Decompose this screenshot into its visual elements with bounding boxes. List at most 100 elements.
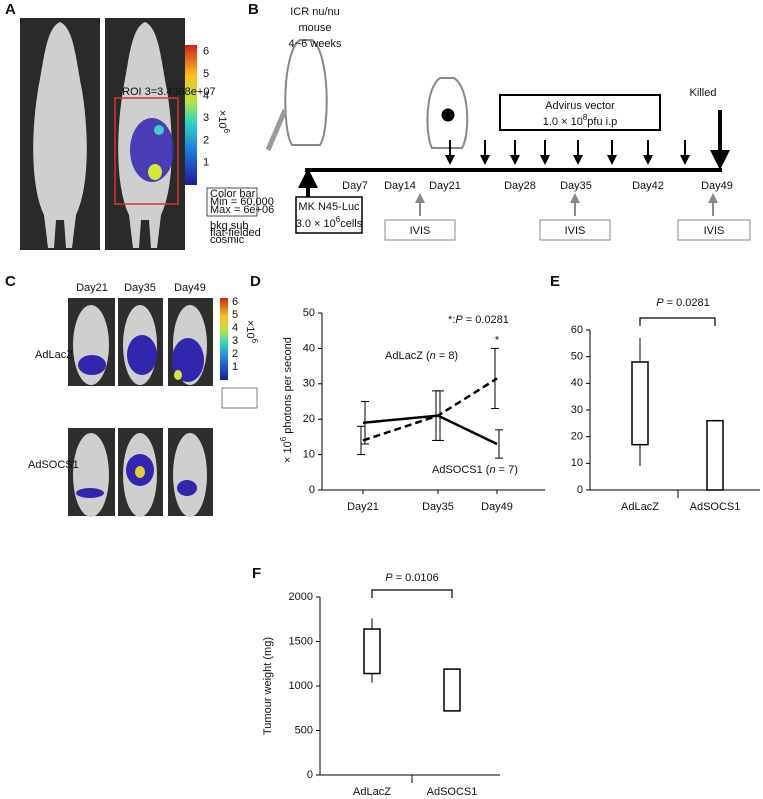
day-label: Day35 [124,282,156,294]
day-label: Day42 [632,180,664,192]
colorbar-tick-label: 3 [232,335,238,347]
mouse-image [20,18,258,250]
text-part: 6 [250,339,259,344]
colorbar-box-text: Min = 60,000 [210,196,274,208]
colorbar-tick-label: 2 [232,348,238,360]
colorbar-tick-label: 5 [203,68,209,80]
y-tick-label: 50 [303,307,315,319]
panel-label: D [250,273,261,290]
y-tick-label: 30 [303,378,315,390]
y-tick-label: 20 [303,413,315,425]
y-tick-label: 10 [303,449,315,461]
significance-bracket [371,589,453,598]
y-tick-label: 40 [303,342,315,354]
colorbar-tick-label: 4 [203,90,209,102]
colorbar-tick-label: 6 [203,46,209,58]
day-label: Day21 [76,282,108,294]
colorbar-tick-label: 1 [203,157,209,169]
text-part: pfu i.p [587,116,617,128]
note: cosmic [210,234,245,246]
significance-bracket [639,317,716,326]
x-tick-label: Day49 [481,501,513,513]
text-part: × 10 [282,441,294,463]
roi-label: ROI 3=3.4368e+07 [122,86,216,98]
note: bkg sub [210,220,249,232]
y-tick-label: 1000 [289,680,313,692]
text-part: 1.0 × 10 [543,116,583,128]
colorbar-box-text: Color bar [210,188,256,200]
text-part: = 7) [496,464,518,476]
x-tick-label: AdSOCS1 [690,501,741,513]
y-tick-label: 500 [295,724,313,736]
text-part: = 0.0106 [393,572,439,584]
text-part: ×10 [244,320,256,339]
box [363,628,381,675]
x-tick-label: AdLacZ [621,501,659,513]
text-part: 8 [583,113,588,122]
y-tick-label: 0 [307,769,313,781]
panel-label: C [5,273,16,290]
day-label: Day21 [429,180,461,192]
y-tick-label: 0 [309,484,315,496]
imaging-label: IVIS [565,225,586,237]
day-label: Day14 [384,180,416,192]
mouse-label: mouse [298,22,331,34]
significance-marker: * [495,334,500,346]
box [631,361,649,446]
box [443,668,461,712]
text-part: photons per second [282,337,294,437]
imaging-label: IVIS [704,225,725,237]
x-tick-label: Day21 [347,501,379,513]
vector-title: Advirus vector [545,100,615,112]
text-part: P [385,572,393,584]
series-label: AdSOCS1 (n = 7) [432,464,518,476]
imaging-label: IVIS [410,225,431,237]
series-line [362,377,498,442]
x-tick-label: Day35 [422,501,454,513]
colorbar-unit: ×106 [244,320,259,344]
text-part: P [455,314,463,326]
annotation: *:P = 0.0281 [448,314,509,326]
text-part: = 0.0281 [664,297,710,309]
y-tick-label: 20 [571,431,583,443]
vector-dose: 1.0 × 108pfu i.p [543,113,618,128]
day-label: Day7 [342,180,368,192]
colorbar-tick-label: 5 [232,309,238,321]
text-part: cells [340,218,363,230]
text-part: ( [423,350,430,362]
text-part: AdLacZ [385,350,423,362]
text-part: AdSOCS1 [432,464,483,476]
text-part: n [430,350,436,362]
colorbar-box-text: Max = 6e+06 [210,204,274,216]
y-axis-title: Tumour weight (mg) [262,637,274,735]
x-tick-label: AdLacZ [353,786,391,798]
y-tick-label: 50 [571,351,583,363]
panel-label: E [550,273,560,290]
text-part: ×10 [216,110,228,129]
y-tick-label: 60 [571,324,583,336]
panel-label: B [248,1,259,18]
annotation: P = 0.0106 [385,572,439,584]
y-tick-label: 10 [571,457,583,469]
y-tick-label: 0 [577,484,583,496]
text-part: ( [483,464,490,476]
day-label: Day35 [560,180,592,192]
cell-count: 3.0 × 106cells [296,215,363,230]
day-label: Day49 [701,180,733,192]
text-part: = 8) [436,350,458,362]
colorbar-tick-label: 2 [203,134,209,146]
colorbar-tick-label: 6 [232,296,238,308]
y-tick-label: 30 [571,404,583,416]
mouse-label: 4~6 weeks [289,38,342,50]
y-tick-label: 40 [571,377,583,389]
text-part: = 0.0281 [463,314,509,326]
y-axis-title: × 106 photons per second [279,337,294,463]
text-part: 6 [279,436,288,441]
cell-line: MK N45-Luc [298,201,360,213]
text-part: 3.0 × 10 [296,218,336,230]
colorbar-unit: ×106 [216,110,231,134]
series-label: AdLacZ (n = 8) [385,350,458,362]
